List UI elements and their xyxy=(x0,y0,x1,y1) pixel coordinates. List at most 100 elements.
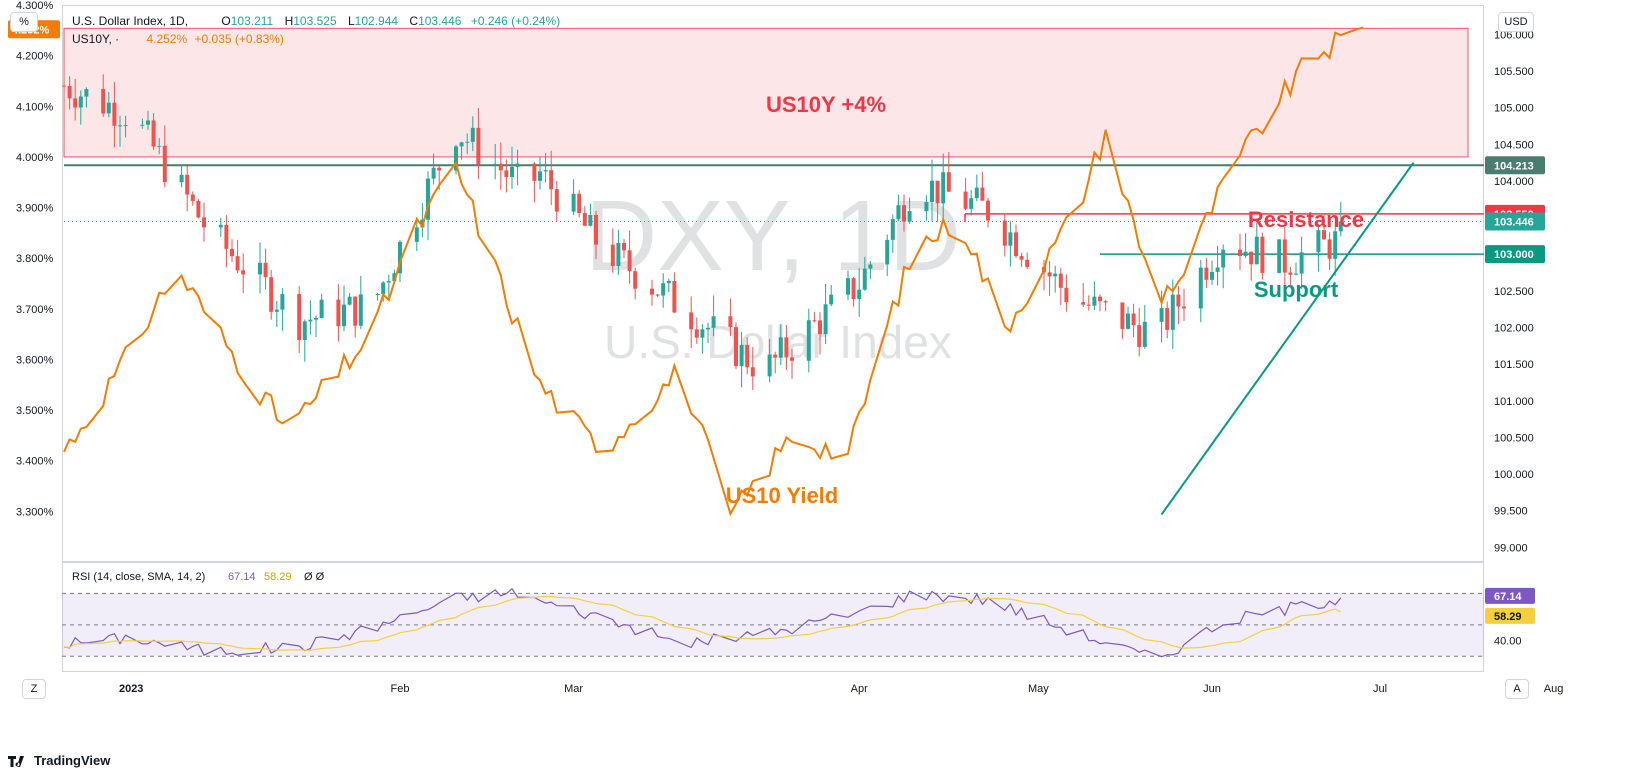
overlay-legend: US10Y, · 4.252% +0.035 (+0.83%) xyxy=(72,32,288,46)
left-axis-tick: 3.600% xyxy=(16,354,54,366)
zoom-z-button[interactable]: Z xyxy=(22,679,46,699)
candle-body xyxy=(582,213,587,226)
candle-body xyxy=(672,280,677,313)
candle-body xyxy=(274,309,279,312)
candle-body xyxy=(140,124,145,126)
rsi-legend-ma: 58.29 xyxy=(264,571,292,583)
candle-body xyxy=(1137,325,1142,347)
x-axis-tick: 2023 xyxy=(119,683,143,695)
candle-body xyxy=(739,344,744,367)
candle-body xyxy=(78,96,83,108)
rsi-price-label: 58.29 xyxy=(1494,611,1522,623)
auto-scale-button[interactable]: A xyxy=(1505,679,1529,699)
right-axis-tick: 99.500 xyxy=(1494,506,1528,518)
candle-body xyxy=(504,170,509,177)
candle-body xyxy=(375,294,380,296)
candle-body xyxy=(857,289,862,300)
watermark-name: U.S. Dollar Index xyxy=(604,316,952,368)
candle-body xyxy=(1053,273,1058,277)
candle-body xyxy=(476,127,481,165)
candles xyxy=(62,73,1343,391)
candle-body xyxy=(230,248,234,257)
candle-body xyxy=(459,142,464,147)
candle-body xyxy=(353,296,358,326)
left-axis-tick: 4.200% xyxy=(16,51,54,63)
left-axis-tick: 4.000% xyxy=(16,152,54,164)
candle-body xyxy=(745,344,750,368)
ohlc-high-label: H xyxy=(284,14,294,28)
right-price-label: 103.000 xyxy=(1494,249,1534,261)
candle-body xyxy=(101,89,106,114)
candle-body xyxy=(1047,272,1052,277)
overlay-title: US10Y, · xyxy=(72,32,120,46)
us10y-zone xyxy=(63,27,1469,158)
candle-body xyxy=(1170,294,1175,330)
candle-body xyxy=(498,163,503,171)
candle-body xyxy=(62,85,66,87)
candle-body xyxy=(868,264,873,269)
currency-button[interactable]: USD xyxy=(1498,12,1534,32)
left-axis-tick: 4.100% xyxy=(16,101,54,113)
rsi-ma-line xyxy=(63,595,1342,652)
left-axis-tick: 3.300% xyxy=(16,506,54,518)
candle-body xyxy=(302,321,307,341)
candle-body xyxy=(1008,232,1013,246)
annotation-us10y: US10Y +4% xyxy=(766,92,886,117)
candle-body xyxy=(812,320,817,322)
tradingview-logo-icon xyxy=(8,755,24,767)
candle-body xyxy=(258,262,262,275)
candle-body xyxy=(123,125,128,127)
candle-body xyxy=(689,312,694,330)
candle-body xyxy=(1002,220,1007,246)
candle-body xyxy=(980,187,985,201)
x-axis-tick: Jun xyxy=(1203,683,1221,695)
right-axis-tick: 105.500 xyxy=(1494,66,1534,78)
candle-body xyxy=(930,180,934,203)
candle-body xyxy=(924,202,929,212)
percent-scale-button[interactable]: % xyxy=(10,12,38,32)
candle-body xyxy=(616,242,621,267)
tradingview-logo[interactable]: TradingView xyxy=(8,753,110,768)
candle-body xyxy=(706,327,710,330)
candle-body xyxy=(627,250,632,272)
rsi-legend-value: 67.14 xyxy=(228,571,256,583)
candle-body xyxy=(946,172,951,192)
candle-body xyxy=(1019,256,1024,260)
support-trendline xyxy=(1160,161,1415,515)
candle-body xyxy=(1098,296,1102,302)
candle-body xyxy=(1238,249,1242,257)
left-axis-tick: 3.500% xyxy=(16,405,54,417)
right-axis-tick: 104.000 xyxy=(1494,176,1534,188)
candle-body xyxy=(694,329,699,338)
overlay-value: 4.252% xyxy=(146,32,188,46)
candle-body xyxy=(118,125,122,127)
candle-body xyxy=(1204,267,1209,280)
candle-body xyxy=(67,86,72,99)
candle-body xyxy=(885,239,890,265)
candle-body xyxy=(896,205,901,220)
candle-body xyxy=(414,227,419,242)
candle-body xyxy=(510,166,514,177)
candle-body xyxy=(823,304,828,335)
candle-body xyxy=(538,171,542,181)
candle-body xyxy=(381,282,386,295)
watermark-symbol: DXY, 1D xyxy=(585,180,961,292)
left-axis-tick: 3.400% xyxy=(16,456,54,468)
candle-body xyxy=(1327,239,1332,259)
candle-body xyxy=(1014,232,1018,257)
candle-body xyxy=(1198,267,1203,309)
right-price-label: 104.213 xyxy=(1494,160,1534,172)
candle-body xyxy=(1288,272,1293,275)
rsi-line xyxy=(63,587,1342,658)
candle-body xyxy=(907,211,912,222)
candle-body xyxy=(1081,302,1086,305)
rsi-pane[interactable] xyxy=(62,562,1484,672)
candle-body xyxy=(146,120,150,125)
x-axis-tick: Feb xyxy=(391,683,410,695)
candle-body xyxy=(633,271,638,289)
ohlc-close-label: C xyxy=(409,14,419,28)
candle-body xyxy=(1277,239,1282,273)
candle-body xyxy=(902,205,906,222)
candle-body xyxy=(392,273,397,282)
